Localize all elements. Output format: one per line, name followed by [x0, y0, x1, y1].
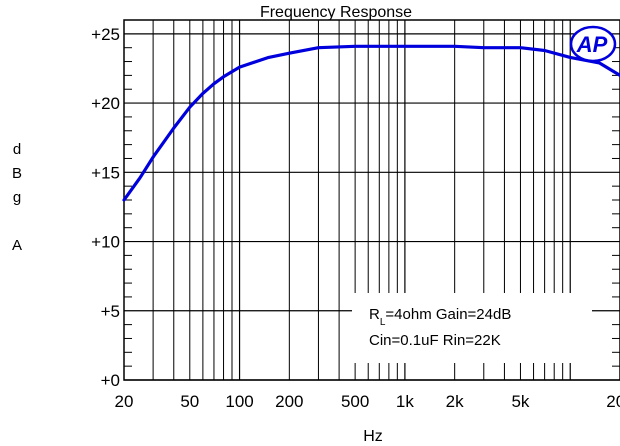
y-tick-labels: +0 +5 +10 +15 +20 +25: [91, 25, 120, 390]
x-tick-label: 20: [115, 392, 134, 411]
x-tick-label: 50: [180, 392, 199, 411]
x-tick-label: 5k: [511, 392, 529, 411]
x-tick-label: 20k: [606, 392, 620, 411]
ap-logo: AP: [569, 25, 617, 63]
annotation-line-1-main: R: [369, 306, 380, 323]
x-axis-label: Hz: [363, 428, 383, 445]
x-tick-label: 500: [341, 392, 369, 411]
y-tick-label: +25: [91, 25, 120, 44]
ap-logo-text: AP: [576, 32, 608, 57]
ap-logo-ring: [569, 25, 617, 63]
y-tick-label: +0: [101, 371, 120, 390]
annotation-line-2: Cin=0.1uF Rin=22K: [369, 332, 501, 349]
y-label-letter: B: [12, 165, 22, 182]
y-label-letter: g: [13, 189, 21, 206]
series-group: [122, 44, 620, 202]
annotation-line-1: RL=4ohm Gain=24dB: [369, 306, 511, 328]
x-tick-label: 1k: [396, 392, 414, 411]
annotation-line-1-sub: L: [380, 317, 386, 328]
chart-title: Frequency Response: [260, 4, 412, 21]
x-tick-label: 2k: [446, 392, 464, 411]
annotation-box: RL=4ohm Gain=24dB Cin=0.1uF Rin=22K: [352, 293, 592, 363]
x-tick-label: 200: [275, 392, 303, 411]
y-tick-label: +10: [91, 233, 120, 252]
series-line: [122, 44, 620, 202]
y-axis-label: dBg A: [12, 141, 22, 254]
y-label-letter: A: [12, 237, 22, 254]
x-tick-labels: 20 50 100 200 500 1k 2k 5k 20k: [115, 392, 620, 411]
y-tick-label: +5: [101, 302, 120, 321]
y-label-letter: d: [13, 141, 21, 158]
y-tick-label: +20: [91, 94, 120, 113]
y-tick-label: +15: [91, 163, 120, 182]
x-tick-label: 100: [225, 392, 253, 411]
annotation-background: [352, 293, 592, 363]
annotation-line-1-rest: =4ohm Gain=24dB: [385, 306, 511, 323]
